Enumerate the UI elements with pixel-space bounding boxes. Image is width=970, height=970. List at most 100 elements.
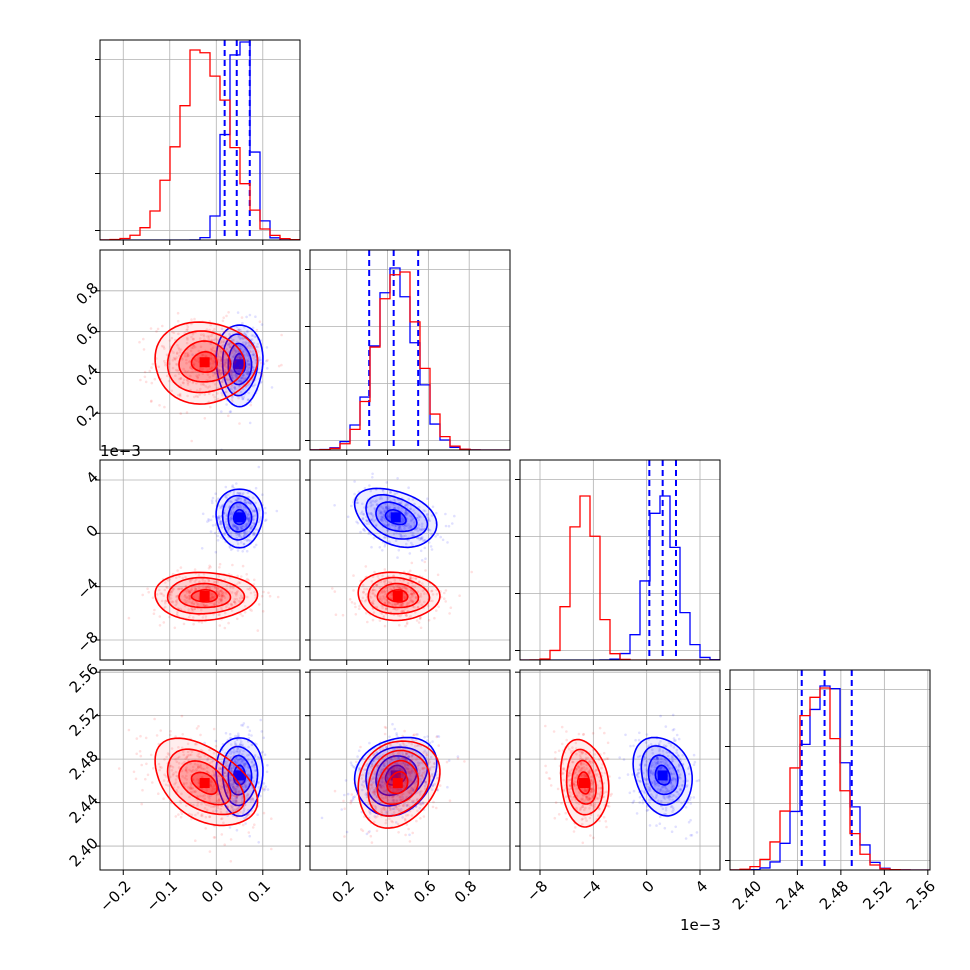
scatter-point — [185, 355, 189, 358]
scatter-point — [245, 798, 248, 802]
scatter-point — [628, 791, 632, 795]
scatter-point — [220, 598, 224, 601]
scatter-point — [221, 344, 224, 347]
scatter-point — [191, 599, 195, 603]
scatter-point — [427, 762, 430, 765]
scatter-point — [213, 805, 216, 808]
scatter-point — [222, 338, 226, 342]
scatter-point — [678, 757, 682, 761]
scatter-point — [574, 780, 578, 784]
scatter-point — [412, 769, 415, 772]
scatter-point — [228, 332, 231, 336]
scatter-point — [219, 536, 223, 539]
scatter-point — [428, 741, 432, 745]
scatter-point — [192, 362, 196, 365]
scatter-point — [409, 507, 412, 511]
scatter-point — [197, 755, 201, 759]
scatter-point — [424, 557, 427, 560]
data-layer — [100, 40, 930, 870]
scatter-point — [692, 753, 696, 757]
scatter-point — [257, 603, 261, 606]
scatter-point — [170, 747, 174, 750]
grid-1-0 — [100, 250, 300, 450]
scatter-point — [421, 801, 424, 804]
scatter-point — [238, 357, 242, 360]
scatter-point — [378, 783, 382, 787]
scatter-point — [369, 512, 373, 515]
contour-blue — [375, 501, 418, 533]
scatter-point — [362, 528, 365, 532]
scatter-point — [427, 528, 430, 532]
scatter-point — [385, 746, 388, 749]
scatter-point — [211, 362, 215, 365]
scatter-point — [392, 804, 396, 808]
scatter-point — [404, 586, 407, 590]
scatter-point — [252, 583, 256, 586]
scatter-point — [188, 380, 191, 383]
scatter-point — [418, 771, 421, 775]
scatter-point — [243, 332, 247, 335]
scatter-point — [167, 784, 170, 787]
scatter-point — [644, 783, 648, 786]
scatter-point — [213, 787, 217, 791]
scatter-point — [432, 765, 436, 769]
scatter-point — [199, 367, 202, 371]
scatter-point — [384, 592, 387, 596]
scatter-point — [679, 787, 682, 791]
scatter-point — [236, 734, 239, 738]
scatter-point — [224, 611, 227, 615]
scatter-point — [203, 754, 207, 757]
contour-red — [178, 582, 232, 609]
scatter-point — [598, 807, 601, 811]
scatter-point — [259, 358, 262, 362]
scatter-point — [408, 840, 412, 843]
scatter-point — [252, 780, 256, 783]
scatter-point — [664, 809, 668, 812]
scatter-point — [412, 789, 415, 792]
scatter-point — [190, 601, 194, 605]
scatter-point — [353, 795, 356, 798]
scatter-point — [421, 535, 424, 539]
scatter-point — [228, 410, 232, 414]
scatter-point — [266, 788, 270, 791]
scatter-point — [399, 536, 402, 539]
scatter-point — [636, 774, 639, 777]
scatter-point — [220, 391, 224, 395]
scatter-point — [584, 774, 587, 778]
scatter-point — [200, 602, 203, 605]
scatter-point — [207, 566, 211, 570]
scatter-point — [697, 779, 701, 782]
scatter-point — [378, 619, 382, 622]
scatter-point — [403, 512, 407, 515]
scatter-point — [220, 599, 223, 603]
scatter-point — [249, 800, 253, 804]
scatter-point — [253, 593, 257, 597]
scatter-point — [380, 811, 384, 815]
scatter-point — [195, 382, 198, 385]
scatter-point — [241, 373, 245, 377]
scatter-point — [585, 758, 588, 761]
scatter-point — [343, 793, 346, 797]
scatter-point — [213, 328, 216, 331]
scatter-point — [230, 344, 234, 348]
scatter-point — [231, 376, 235, 380]
scatter-point — [406, 767, 410, 770]
scatter-point — [246, 500, 249, 503]
scatter-point — [675, 748, 679, 752]
scatter-point — [386, 505, 389, 508]
scatter-point — [424, 766, 427, 770]
scatter-point — [158, 765, 162, 769]
scatter-point — [185, 596, 189, 599]
scatter-point — [228, 336, 232, 339]
scatter-point — [186, 336, 189, 340]
panel-2-2 — [520, 460, 720, 660]
scatter-point — [584, 816, 587, 820]
scatter-point — [237, 328, 241, 332]
scatter-point — [589, 803, 592, 807]
scatter-point — [221, 378, 225, 381]
scatter-point — [158, 588, 161, 592]
scatter-point — [244, 785, 248, 788]
scatter-point — [574, 826, 577, 829]
scatter-point — [218, 562, 222, 566]
scatter-point — [234, 796, 238, 799]
